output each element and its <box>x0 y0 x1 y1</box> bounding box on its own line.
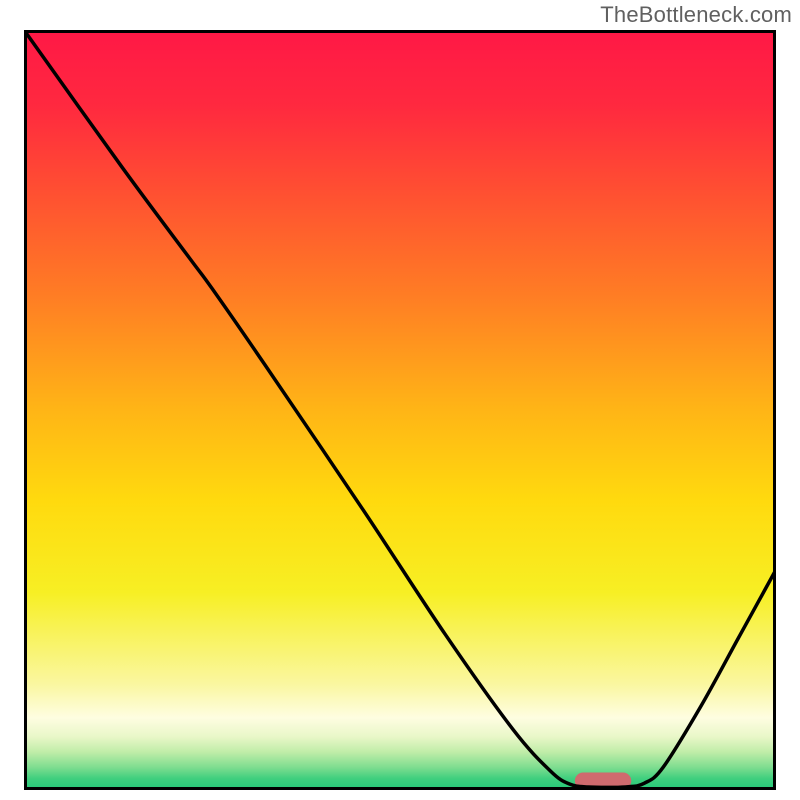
watermark-text: TheBottleneck.com <box>600 2 792 28</box>
plot-area <box>24 30 776 790</box>
gradient-background <box>24 30 776 790</box>
chart-svg <box>24 30 776 790</box>
chart-frame: TheBottleneck.com <box>0 0 800 800</box>
